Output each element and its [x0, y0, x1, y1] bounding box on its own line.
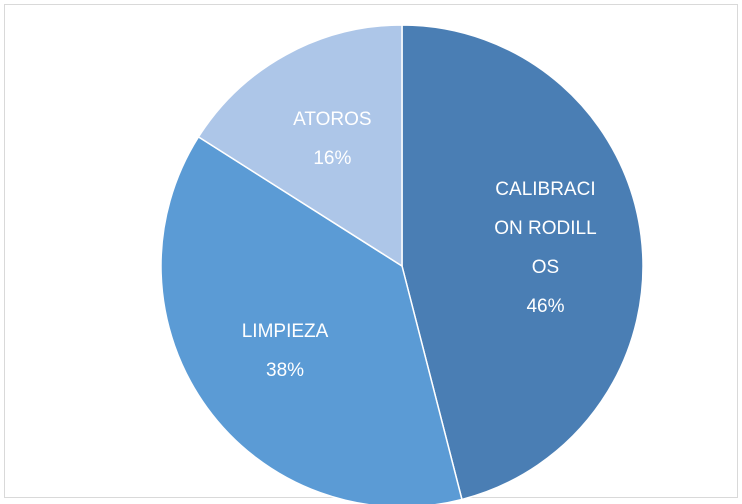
value-label: 16% [313, 148, 352, 170]
data-label: CALIBRACION RODILLOS 46% [491, 170, 599, 326]
category-label: CALIBRACION RODILLOS [494, 178, 597, 278]
value-label: 46% [526, 295, 565, 317]
data-label: LIMPIEZA 38% [231, 312, 339, 390]
category-label: ATOROS [293, 109, 372, 131]
pie [160, 24, 644, 504]
pie-slice [160, 135, 463, 504]
value-label: 38% [266, 359, 305, 381]
category-label: LIMPIEZA [241, 320, 329, 342]
data-label: ATOROS 16% [278, 100, 386, 178]
pie-slice [401, 24, 644, 501]
pie-slice [197, 24, 403, 268]
